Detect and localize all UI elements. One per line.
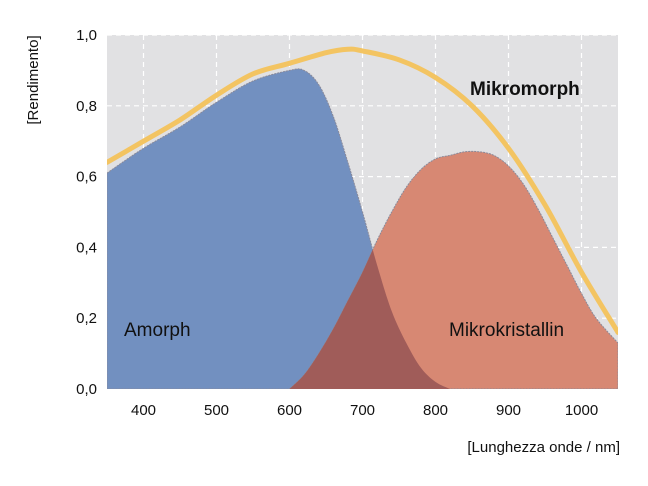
area-overlap — [289, 151, 451, 389]
x-tick-label: 800 — [423, 402, 448, 419]
x-tick-label: 600 — [277, 402, 302, 419]
line-mikromorph — [107, 46, 618, 335]
x-tick-label: 1000 — [565, 402, 598, 419]
series-label-amorph: Amorph — [124, 320, 191, 341]
x-axis-ticks: 400 500 600 700 800 900 1000 — [131, 402, 598, 419]
y-tick-label: 0,6 — [76, 169, 97, 186]
y-tick-label: 0,2 — [76, 310, 97, 327]
y-tick-label: 0,4 — [76, 239, 97, 256]
series-label-mikrokristallin: Mikrokristallin — [449, 320, 564, 341]
x-tick-label: 500 — [204, 402, 229, 419]
y-tick-label: 0,8 — [76, 98, 97, 115]
x-tick-label: 900 — [496, 402, 521, 419]
x-axis-title: [Lunghezza onde / nm] — [467, 439, 620, 456]
y-axis-title: [Rendimento] — [25, 35, 42, 124]
x-tick-label: 700 — [350, 402, 375, 419]
series-label-mikromorph: Mikromorph — [470, 79, 580, 100]
x-tick-label: 400 — [131, 402, 156, 419]
y-tick-label: 0,0 — [76, 381, 97, 398]
y-tick-label: 1,0 — [76, 27, 97, 44]
y-axis-ticks: 0,0 0,2 0,4 0,6 0,8 1,0 — [76, 27, 97, 398]
